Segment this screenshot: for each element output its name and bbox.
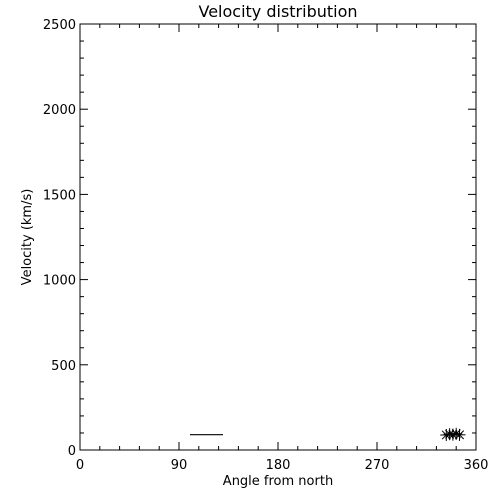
- y-tick-label: 2500: [43, 18, 76, 33]
- asterisk-stroke: [441, 430, 451, 440]
- x-tick-labels: 0 90 180 270 360: [76, 458, 489, 473]
- asterisk-stroke: [454, 430, 465, 440]
- x-tick-label: 90: [171, 458, 188, 473]
- y-tick-label: 1500: [43, 188, 76, 203]
- y-tick-label: 2000: [43, 103, 76, 118]
- x-tick-label: 360: [464, 458, 489, 473]
- y-tick-labels: 0 500 1000 1500 2000 2500: [43, 18, 76, 459]
- data-series: [190, 427, 466, 442]
- y-tick-label: 1000: [43, 274, 76, 289]
- y-tick-label: 0: [68, 444, 76, 459]
- y-tick-label: 500: [51, 359, 76, 374]
- data-point: [453, 428, 466, 441]
- x-axis-label: Angle from north: [223, 474, 333, 489]
- x-tick-label: 180: [266, 458, 291, 473]
- asterisk-stroke: [448, 430, 458, 440]
- chart-title: Velocity distribution: [198, 2, 357, 21]
- y-axis-label: Velocity (km/s): [20, 189, 35, 286]
- x-tick-label: 270: [365, 458, 390, 473]
- x-tick-label: 0: [76, 458, 84, 473]
- axis-ticks: [79, 23, 477, 451]
